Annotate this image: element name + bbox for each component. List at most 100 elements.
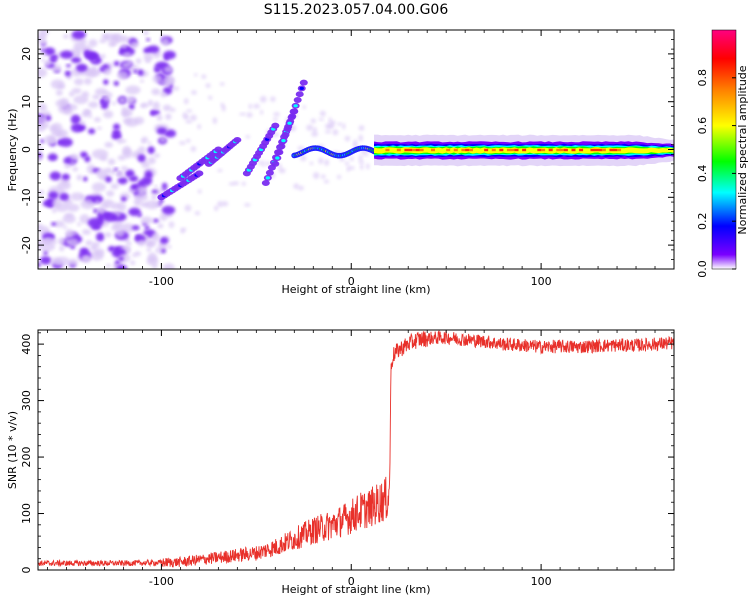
spectrogram-noise-blob <box>79 38 88 45</box>
spectrogram-noise-blob <box>63 34 69 39</box>
spectrogram-noise-blob <box>111 224 121 231</box>
spectrogram-noise-blob <box>131 185 138 189</box>
spectrogram-faint-blob <box>190 146 197 152</box>
spectrogram-faint-blob <box>353 138 357 146</box>
spectrogram-noise-blob <box>49 57 57 63</box>
spectrogram-faint-blob <box>358 134 363 142</box>
spectrogram-noise-blob <box>162 104 172 112</box>
spectrogram-faint-blob <box>348 166 355 170</box>
spectrogram-faint-blob <box>239 112 247 116</box>
spectrogram-noise-blob <box>165 113 172 120</box>
spectrogram-noise-blob <box>82 176 88 182</box>
spectrogram-faint-blob <box>272 117 279 121</box>
spectrogram-noise-blob <box>38 223 44 231</box>
spectrogram-noise-blob <box>93 209 98 213</box>
spectrogram-streak-core <box>287 121 292 125</box>
spectrogram-noise-blob <box>64 164 71 169</box>
spectrogram-faint-blob <box>324 130 332 134</box>
snr-panel: -100 0 100 0 100 200 300 400 Height of straigh… <box>6 329 675 596</box>
spectrogram-noise-blob <box>151 88 161 96</box>
spectrogram-faint-blob <box>312 127 317 133</box>
spectrogram-noise-blob <box>110 169 117 175</box>
spectrogram-noise-blob <box>88 39 98 47</box>
spectrogram-noise-blob <box>113 33 123 43</box>
spectrogram-noise-blob <box>100 102 109 110</box>
spectrogram-noise-blob <box>160 91 168 98</box>
ridge-core <box>548 148 553 152</box>
spectrogram-noise-blob <box>112 123 121 130</box>
y-tick-label: -20 <box>20 236 33 254</box>
spectrogram-noise-blob <box>51 222 57 226</box>
spectrogram-faint-blob <box>259 109 264 115</box>
spectrogram-noise-blob <box>40 39 47 46</box>
y-tick-label: 400 <box>20 334 33 355</box>
spectrogram-noise-blob <box>80 195 85 200</box>
spectrogram-noise-blob <box>91 149 109 159</box>
spectrogram-noise-blob <box>49 171 62 181</box>
spectrogram-noise-blob <box>100 54 106 59</box>
spectrogram-noise-blob <box>125 85 141 95</box>
spectrogram-noise-blob <box>59 137 73 148</box>
spectrogram-noise-blob <box>76 174 83 181</box>
spectrogram-noise-blob <box>164 129 177 138</box>
spectrogram-noise-blob <box>102 68 112 76</box>
spectrogram-streak-core <box>265 176 271 180</box>
spectrogram-streak-blob <box>299 79 308 86</box>
spectrogram-noise-blob <box>66 238 79 246</box>
spectrogram-noise-blob <box>146 247 152 252</box>
spectrogram-faint-blob <box>217 168 223 173</box>
spectrogram-noise-blob <box>161 182 168 189</box>
spectrogram-noise-blob <box>161 37 170 47</box>
spectrogram-noise-blob <box>160 80 165 85</box>
spectrogram-noise-blob <box>163 66 174 73</box>
spectrogram-noise-blob <box>69 153 79 161</box>
spectrogram-noise-blob <box>156 114 163 121</box>
spectrogram-noise-blob <box>100 100 105 104</box>
ridge-core <box>541 148 546 152</box>
spectrogram-noise-blob <box>127 188 134 193</box>
spectrogram-faint-blob <box>293 183 300 189</box>
colorbar-tick-label: 0.4 <box>696 165 709 183</box>
x-tick-label: 100 <box>531 275 552 288</box>
spectrogram-noise-blob <box>134 193 148 202</box>
ridge-core <box>514 148 519 152</box>
spectrogram-noise-blob <box>64 70 71 77</box>
snr-frame <box>37 329 675 571</box>
spectrogram-faint-blob <box>258 160 262 166</box>
spectrogram-noise-blob <box>137 154 146 163</box>
spectrogram-noise-blob <box>104 232 112 238</box>
spectrogram-faint-blob <box>259 95 267 103</box>
spectrogram-noise-blob <box>125 117 139 127</box>
spectrogram-noise-blob <box>38 103 47 112</box>
spectrogram-noise-blob <box>117 155 126 161</box>
spectrogram-noise-blob <box>107 158 116 166</box>
spectrogram-noise-blob <box>41 58 46 62</box>
spectrogram-streak-core <box>275 156 280 160</box>
spectrogram-noise-blob <box>162 263 175 269</box>
spectrogram-noise-blob <box>128 103 135 110</box>
spectrogram-noise-blob <box>79 247 89 255</box>
spectrogram-noise-blob <box>84 155 91 163</box>
spectrogram-noise-blob <box>153 153 160 158</box>
spectrogram-faint-blob <box>246 112 253 118</box>
spectrogram-faint-blob <box>168 221 175 229</box>
spectrogram-noise-blob <box>143 53 154 62</box>
spectrogram-noise-blob <box>137 239 146 247</box>
spectrogram-noise-blob <box>81 91 90 99</box>
colorbar-ticks: 0.0 0.2 0.4 0.6 0.8 <box>696 69 736 278</box>
ridge-core <box>590 148 595 152</box>
x-tick-label: 0 <box>348 275 355 288</box>
spectrogram-noise-blob <box>126 241 132 246</box>
ridge-core <box>537 148 542 152</box>
spectrogram-faint-blob <box>310 118 316 124</box>
spectrogram-faint-blob <box>306 124 314 131</box>
y-tick-label: 300 <box>20 390 33 411</box>
ridge-core <box>404 148 409 152</box>
colorbar-tick-label: 0.8 <box>696 69 709 87</box>
spectrogram-noise-blob <box>114 167 119 171</box>
spectrogram-noise-blob <box>120 196 127 202</box>
spectrogram-noise-blob <box>66 103 78 111</box>
ridge-core <box>563 148 568 152</box>
spectrogram-noise-blob <box>111 133 122 140</box>
spectrogram-noise-blob <box>130 41 139 49</box>
